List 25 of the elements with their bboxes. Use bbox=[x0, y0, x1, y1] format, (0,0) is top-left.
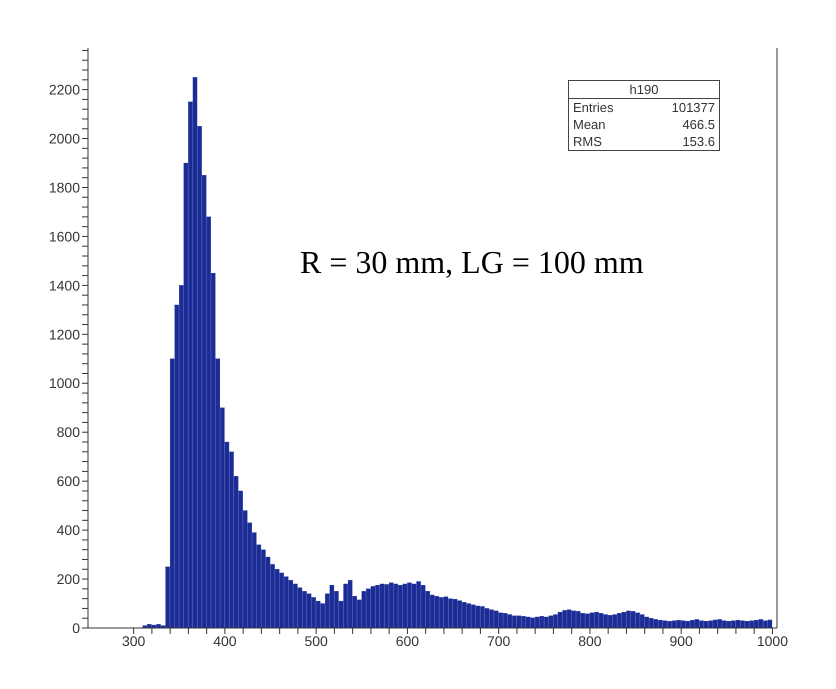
annotation: R = 30 mm, LG = 100 mm bbox=[300, 244, 644, 281]
x-tick-label: 600 bbox=[396, 632, 420, 649]
annotation: h190 bbox=[569, 81, 719, 99]
text: Entries 101377 bbox=[573, 100, 715, 115]
x-tick-label: 300 bbox=[122, 632, 146, 649]
x-tick-label: 900 bbox=[670, 632, 694, 649]
y-tick-label: 2200 bbox=[48, 82, 80, 98]
x-tick-label: 700 bbox=[486, 632, 511, 649]
y-tick-label: 1000 bbox=[48, 375, 80, 392]
y-tick-label: 400 bbox=[56, 522, 80, 538]
x-tick-label: 400 bbox=[213, 632, 237, 649]
y-tick-label: 600 bbox=[56, 473, 80, 490]
y-tick-label: 2000 bbox=[48, 130, 80, 147]
y-tick-label: 1200 bbox=[48, 326, 80, 342]
y-tick-label: 1400 bbox=[48, 277, 80, 294]
x-tick-label: 800 bbox=[578, 632, 602, 649]
x-tick-label: 1000 bbox=[756, 632, 788, 649]
y-tick-label: 200 bbox=[56, 571, 80, 588]
y-tick-label: 1600 bbox=[48, 228, 80, 244]
text: Mean 466.5 bbox=[573, 117, 715, 132]
y-tick-label: 1800 bbox=[48, 179, 80, 196]
y-tick-label: 800 bbox=[56, 424, 80, 440]
text: RMS 153.6 bbox=[573, 134, 715, 149]
x-tick-label: 500 bbox=[304, 632, 328, 649]
y-tick-label: 0 bbox=[72, 620, 80, 636]
